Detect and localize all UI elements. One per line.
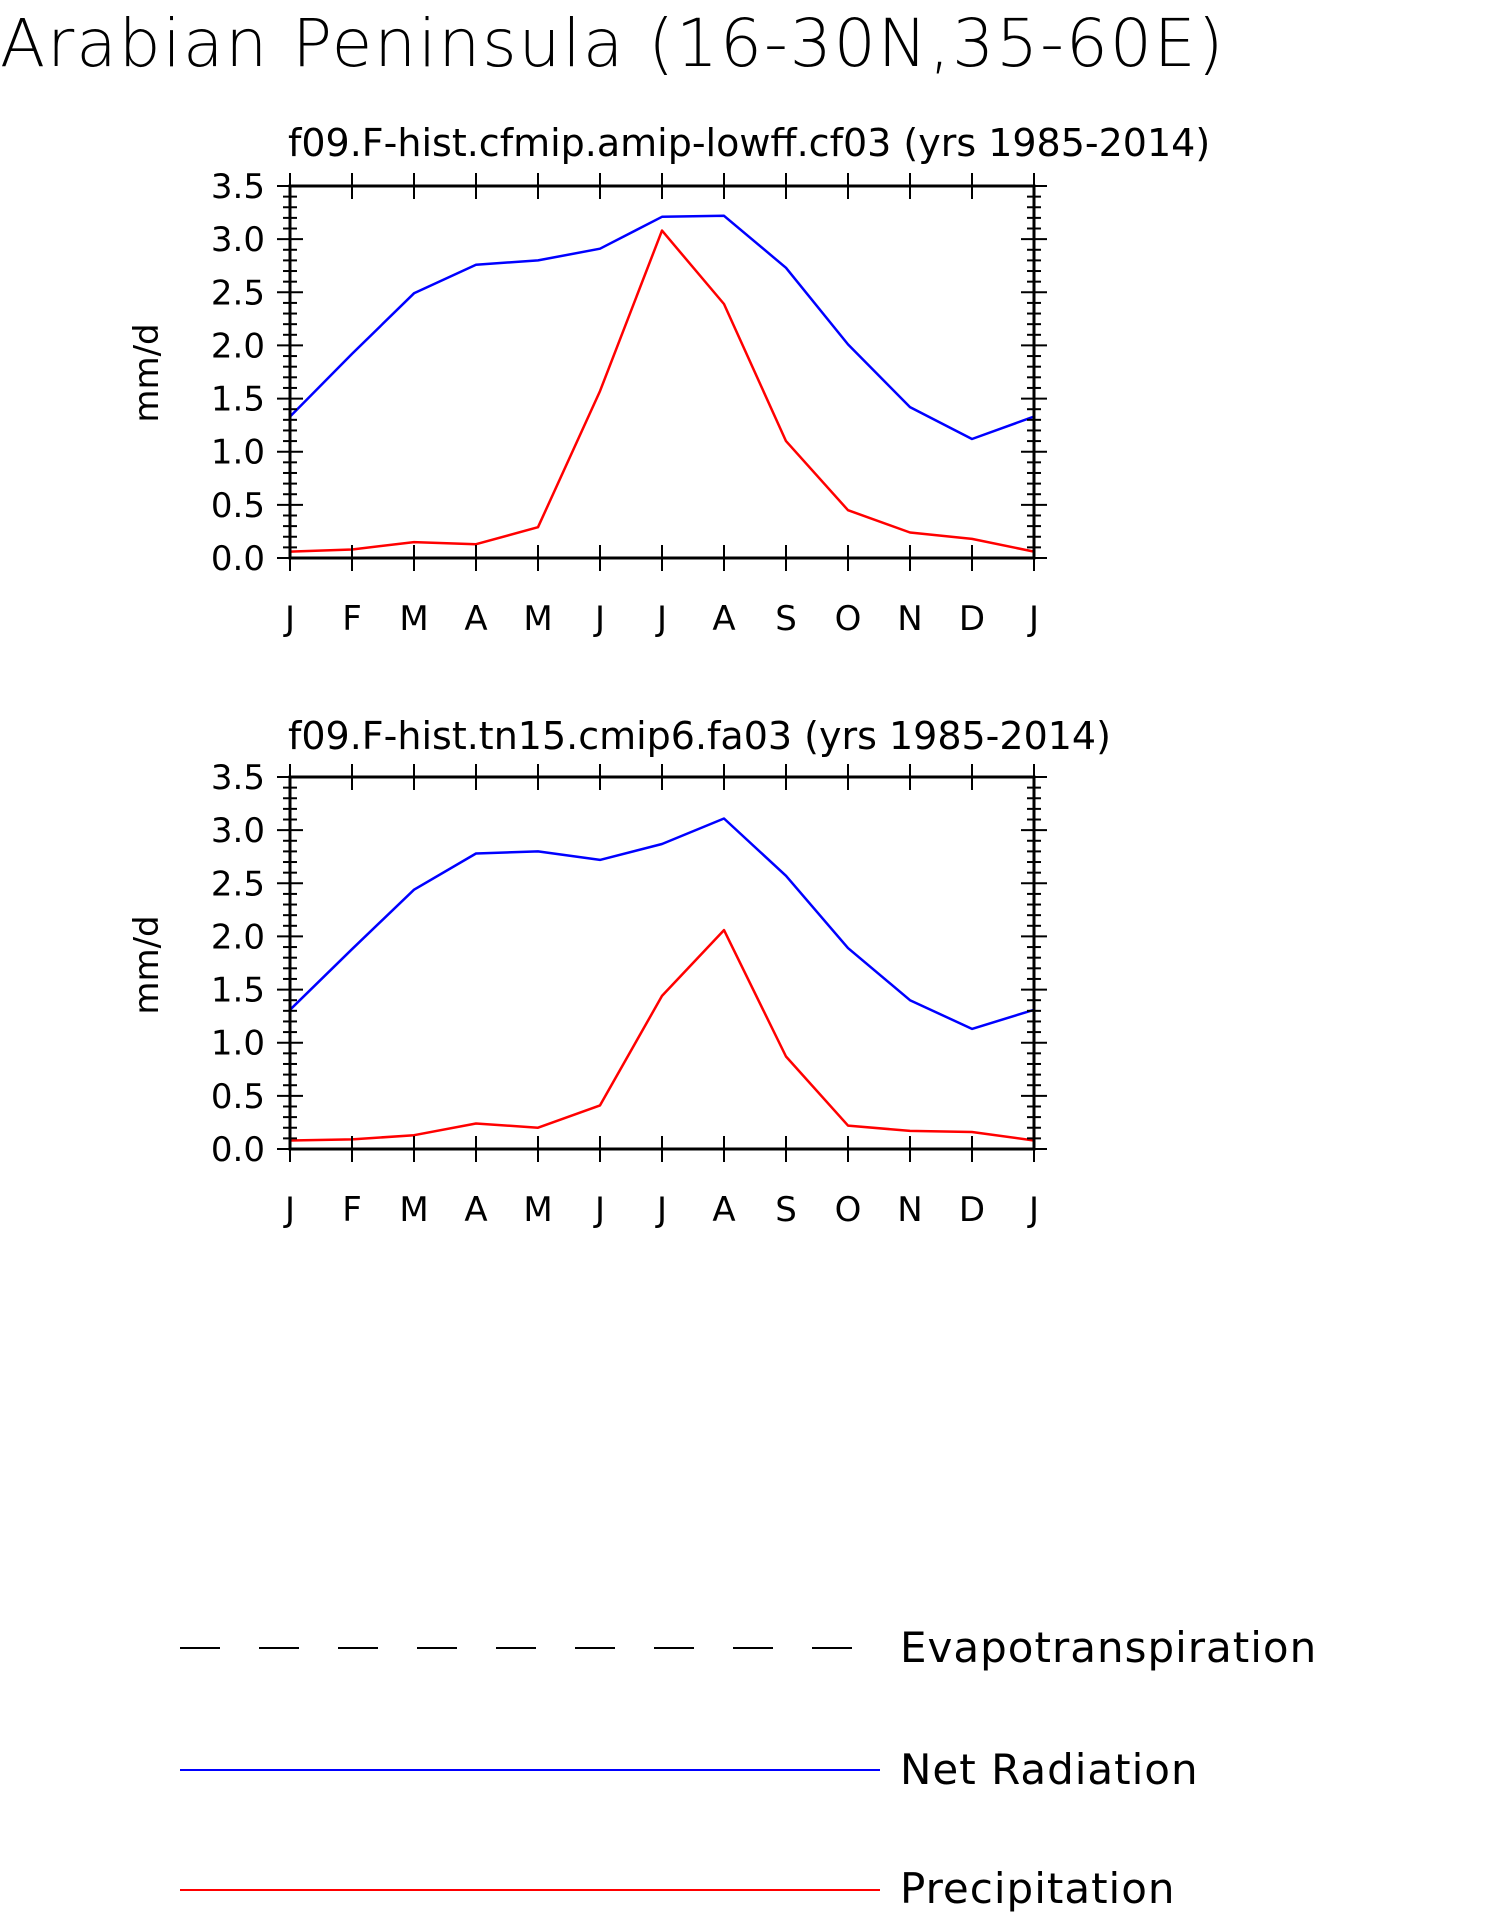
x-tick-label: J	[1027, 1190, 1039, 1230]
y-tick-label: 2.0	[211, 917, 265, 957]
x-tick-label: A	[712, 1190, 735, 1230]
x-tick-label: N	[897, 599, 922, 639]
chart-title-bottom: f09.F-hist.tn15.cmip6.fa03 (yrs 1985-201…	[288, 714, 1111, 758]
x-tick-label: D	[959, 1190, 985, 1230]
y-tick-label: 3.0	[211, 811, 265, 851]
x-tick-label: A	[464, 1190, 487, 1230]
x-tick-label: O	[835, 1190, 862, 1230]
x-tick-label: M	[523, 599, 552, 639]
x-tick-label: A	[712, 599, 735, 639]
y-axis-label-bottom: mm/d	[127, 915, 167, 1014]
x-tick-label: M	[399, 599, 428, 639]
x-tick-label: M	[399, 1190, 428, 1230]
chart-panel-top: f09.F-hist.cfmip.amip-lowff.cf03 (yrs 19…	[127, 121, 1210, 639]
plot-frame	[288, 184, 1036, 560]
y-tick-label: 1.0	[211, 433, 265, 473]
y-tick-label: 0.5	[211, 486, 265, 526]
y-tick-label: 2.0	[211, 326, 265, 366]
chart-title-top: f09.F-hist.cfmip.amip-lowff.cf03 (yrs 19…	[288, 121, 1210, 165]
legend-label-precipitation: Precipitation	[900, 1864, 1176, 1913]
y-tick-label: 0.0	[211, 539, 265, 579]
x-tick-label: M	[523, 1190, 552, 1230]
legend: Evapotranspiration Net Radiation Precipi…	[180, 1623, 1317, 1913]
y-tick-label: 2.5	[211, 273, 265, 313]
series-line-net-radiation	[289, 817, 1035, 1031]
x-tick-label: J	[593, 1190, 605, 1230]
series-line-net-radiation	[289, 214, 1035, 441]
x-tick-label: F	[342, 599, 362, 639]
x-tick-label: D	[959, 599, 985, 639]
figure-title: Arabian Peninsula (16-30N,35-60E)	[0, 5, 1225, 82]
chart-panel-bottom: f09.F-hist.tn15.cmip6.fa03 (yrs 1985-201…	[127, 714, 1111, 1230]
x-tick-label: J	[593, 599, 605, 639]
plot-frame	[288, 775, 1036, 1151]
x-tick-label: O	[835, 599, 862, 639]
x-tick-label: S	[775, 599, 797, 639]
y-tick-label: 3.5	[211, 167, 265, 207]
y-tick-label: 1.5	[211, 380, 265, 420]
x-tick-label: J	[283, 599, 295, 639]
series-line-precipitation	[289, 928, 1035, 1142]
x-tick-label: J	[655, 599, 667, 639]
x-tick-label: J	[1027, 599, 1039, 639]
x-tick-label: J	[655, 1190, 667, 1230]
y-tick-label: 0.0	[211, 1130, 265, 1170]
legend-label-net-radiation: Net Radiation	[900, 1745, 1199, 1794]
x-tick-label: A	[464, 599, 487, 639]
y-tick-label: 0.5	[211, 1077, 265, 1117]
y-tick-label: 1.5	[211, 971, 265, 1011]
series-line-precipitation	[289, 229, 1035, 553]
y-axis-label-top: mm/d	[127, 323, 167, 422]
legend-label-evapotranspiration: Evapotranspiration	[900, 1623, 1317, 1672]
x-tick-label: F	[342, 1190, 362, 1230]
y-tick-label: 3.5	[211, 758, 265, 798]
x-tick-label: J	[283, 1190, 295, 1230]
x-tick-label: N	[897, 1190, 922, 1230]
x-tick-label: S	[775, 1190, 797, 1230]
y-tick-label: 3.0	[211, 220, 265, 260]
y-tick-label: 1.0	[211, 1024, 265, 1064]
y-tick-label: 2.5	[211, 864, 265, 904]
